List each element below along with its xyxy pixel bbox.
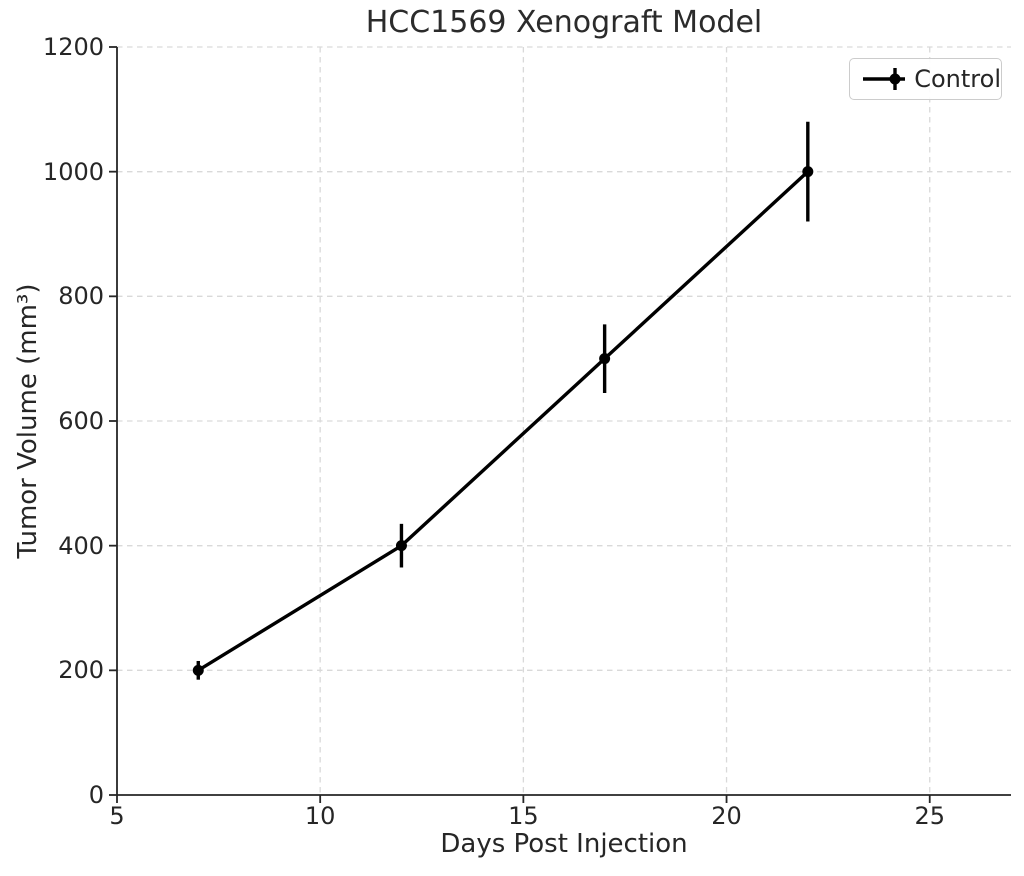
x-tick-label: 25 [914, 802, 945, 830]
legend-box: Control [849, 58, 1002, 100]
y-tick-label: 0 [88, 781, 104, 809]
legend-label-control: Control [914, 65, 1001, 93]
y-tick-label: 200 [58, 656, 104, 685]
data-point-marker [395, 540, 407, 552]
legend-errorbar-handle-icon [863, 68, 906, 90]
data-point-marker [599, 353, 611, 365]
data-point-marker [802, 166, 814, 178]
x-tick-label: 5 [109, 802, 125, 830]
chart-title: HCC1569 Xenograft Model [365, 5, 763, 40]
x-axis-label: Days Post Injection [440, 829, 688, 859]
x-tick-label: 20 [711, 802, 742, 830]
x-tick-label: 10 [304, 802, 336, 830]
x-tick-label: 15 [508, 802, 539, 830]
y-tick-label: 400 [58, 531, 104, 560]
data-point-marker [192, 664, 204, 676]
y-tick-label: 1000 [42, 157, 104, 186]
y-tick-label: 600 [58, 407, 104, 435]
y-tick-label: 1200 [42, 33, 104, 61]
series-line-control [197, 170, 809, 672]
y-tick-label: 800 [58, 282, 104, 311]
